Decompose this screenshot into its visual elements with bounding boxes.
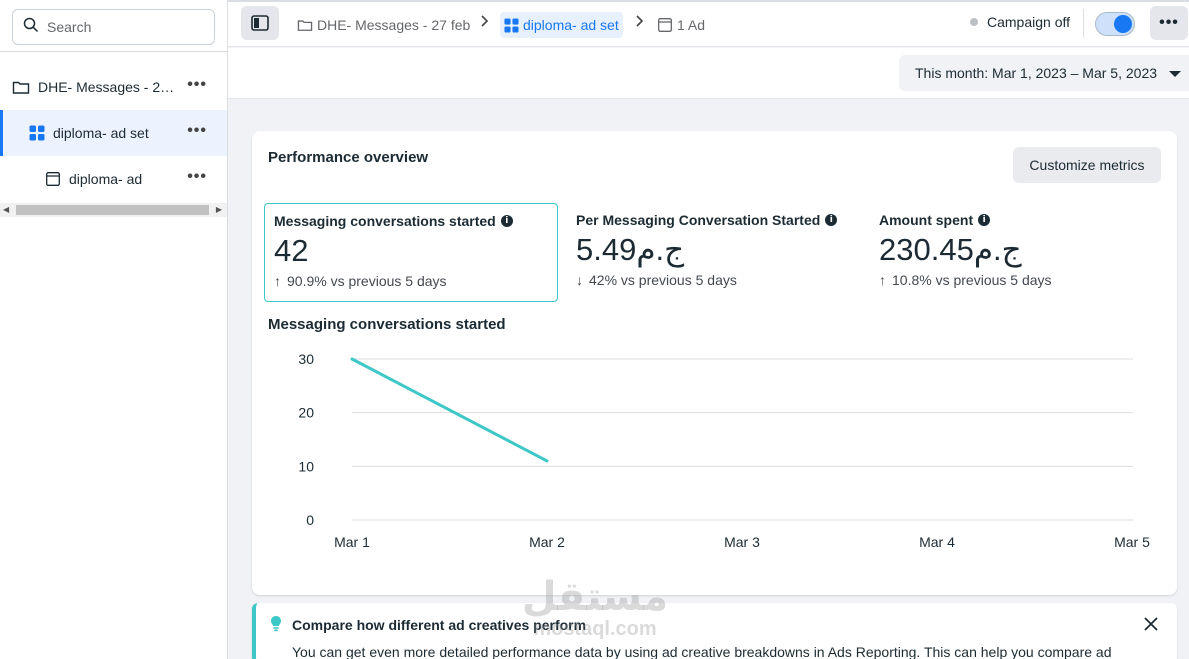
tip-card: Compare how different ad creatives perfo… [252, 603, 1177, 659]
breadcrumb-label: diploma- ad set [523, 17, 619, 33]
metric-change: ↑ 10.8% vs previous 5 days [879, 272, 1155, 288]
metric-change: ↑ 90.9% vs previous 5 days [274, 273, 548, 289]
arrow-up-icon: ↑ [879, 272, 886, 288]
chevron-right-icon [635, 14, 645, 31]
metric-change-text: 90.9% vs previous 5 days [287, 273, 447, 289]
metric-card-cost-per-conversation[interactable]: Per Messaging Conversation Started i 5.4… [567, 203, 861, 302]
metric-name: Amount spent [879, 212, 974, 228]
search-input[interactable] [47, 19, 197, 35]
caret-down-icon [1169, 71, 1181, 77]
scroll-right-icon[interactable]: ▶ [215, 205, 222, 214]
x-tick-label: Mar 5 [1114, 534, 1150, 550]
metric-change: ↓ 42% vs previous 5 days [576, 272, 852, 288]
performance-overview-card: Performance overview Customize metrics M… [252, 131, 1177, 595]
search-box[interactable] [12, 9, 215, 45]
breadcrumb-adset[interactable]: diploma- ad set [500, 12, 623, 38]
sidebar-item-campaign[interactable]: DHE- Messages - 27... ••• [0, 64, 227, 110]
tip-body: You can get even more detailed performan… [292, 644, 1112, 659]
info-icon[interactable]: i [500, 215, 513, 227]
tip-title: Compare how different ad creatives perfo… [292, 617, 587, 633]
metric-card-amount-spent[interactable]: Amount spent i 230.45ج.م ↑ 10.8% vs prev… [870, 203, 1164, 302]
lightbulb-icon [270, 615, 282, 638]
y-tick-label: 20 [298, 405, 314, 421]
more-options-icon[interactable]: ••• [187, 76, 207, 93]
sidebar-divider [0, 51, 228, 52]
x-tick-label: Mar 3 [724, 534, 760, 550]
top-border [228, 0, 1189, 2]
chevron-right-icon [480, 14, 490, 31]
card-title: Performance overview [268, 149, 429, 166]
metric-name-row: Amount spent i [879, 212, 1155, 228]
sidebar-item-ad[interactable]: diploma- ad ••• [0, 156, 227, 202]
metric-name-row: Messaging conversations started i [274, 213, 548, 229]
x-tick-label: Mar 1 [334, 534, 370, 550]
more-options-button[interactable]: ••• [1150, 6, 1188, 40]
date-range-picker[interactable]: This month: Mar 1, 2023 – Mar 5, 2023 [899, 55, 1189, 91]
arrow-up-icon: ↑ [274, 273, 281, 289]
folder-icon [12, 79, 30, 95]
y-tick-label: 0 [306, 512, 314, 528]
campaign-status: Campaign off [970, 14, 1070, 30]
metric-name: Messaging conversations started [274, 213, 496, 229]
sidebar-item-label: DHE- Messages - 27... [38, 79, 178, 95]
metric-name: Per Messaging Conversation Started [576, 212, 821, 228]
search-icon [23, 17, 39, 38]
adset-grid-icon [29, 125, 45, 141]
x-tick-label: Mar 2 [529, 534, 565, 550]
metric-value: 5.49ج.م [576, 232, 685, 267]
breadcrumb-label: 1 Ad [677, 17, 706, 33]
close-icon[interactable] [1144, 615, 1158, 636]
adset-grid-icon [504, 17, 519, 33]
sidebar-item-label: diploma- ad set [53, 125, 149, 141]
metric-name-row: Per Messaging Conversation Started i [576, 212, 852, 228]
series-line [350, 357, 549, 463]
metric-value: 42 [274, 233, 309, 268]
metric-change-text: 10.8% vs previous 5 days [892, 272, 1052, 288]
chart-title: Messaging conversations started [268, 316, 506, 333]
y-tick-label: 30 [298, 351, 314, 367]
ad-icon [658, 18, 672, 32]
metric-change-text: 42% vs previous 5 days [589, 272, 737, 288]
line-chart: 0 10 20 30 Mar 1 Mar 2 Mar 3 Mar 4 Mar 5 [298, 351, 1150, 550]
sidebar-item-label: diploma- ad [69, 171, 143, 187]
x-tick-label: Mar 4 [919, 534, 955, 550]
toggle-sidebar-button[interactable] [241, 6, 279, 40]
sidebar-item-adset[interactable]: diploma- ad set ••• [0, 110, 227, 156]
breadcrumb-label: DHE- Messages - 27 feb [317, 17, 471, 33]
date-bar: This month: Mar 1, 2023 – Mar 5, 2023 [228, 48, 1189, 99]
status-dot-icon [970, 18, 978, 26]
more-options-icon[interactable]: ••• [187, 168, 207, 185]
horizontal-scrollbar[interactable]: ◀ ▶ [0, 203, 227, 217]
ad-icon [46, 172, 60, 186]
breadcrumb-ad[interactable]: 1 Ad [658, 12, 705, 38]
scroll-left-icon[interactable]: ◀ [3, 205, 10, 214]
date-range-label: This month: Mar 1, 2023 – Mar 5, 2023 [915, 65, 1158, 81]
divider [1083, 9, 1084, 37]
info-icon[interactable]: i [978, 214, 991, 226]
metric-card-conversations[interactable]: Messaging conversations started i 42 ↑ 9… [264, 203, 558, 302]
customize-metrics-button[interactable]: Customize metrics [1013, 147, 1161, 183]
arrow-down-icon: ↓ [576, 272, 583, 288]
campaign-toggle[interactable] [1095, 12, 1135, 36]
breadcrumb-campaign[interactable]: DHE- Messages - 27 feb [297, 12, 470, 38]
more-options-icon[interactable]: ••• [187, 122, 207, 139]
top-bar: DHE- Messages - 27 feb diploma- ad set 1… [228, 0, 1189, 47]
toggle-knob [1114, 15, 1132, 33]
y-tick-label: 10 [298, 458, 314, 474]
info-icon[interactable]: i [825, 214, 838, 226]
campaign-status-label: Campaign off [987, 14, 1071, 30]
scrollbar-thumb[interactable] [16, 205, 209, 215]
sidebar: DHE- Messages - 27... ••• diploma- ad se… [0, 0, 228, 659]
metric-value: 230.45ج.م [879, 232, 1022, 267]
folder-icon [297, 18, 313, 32]
more-options-icon: ••• [1159, 14, 1179, 31]
sidebar-panel-icon [251, 15, 269, 31]
